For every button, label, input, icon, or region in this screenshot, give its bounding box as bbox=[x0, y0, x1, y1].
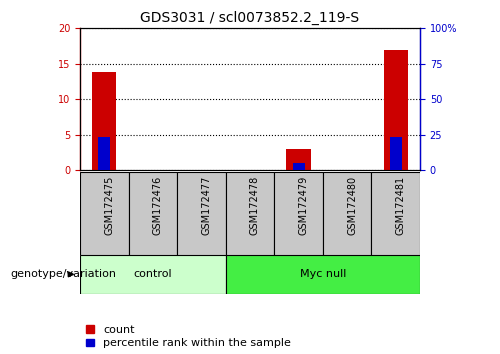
Bar bbox=[92, 72, 116, 170]
Text: GDS3031 / scl0073852.2_119-S: GDS3031 / scl0073852.2_119-S bbox=[140, 11, 360, 25]
Text: GSM172476: GSM172476 bbox=[153, 176, 163, 235]
Bar bbox=[226, 172, 274, 255]
Bar bbox=[80, 255, 226, 294]
Text: GSM172481: GSM172481 bbox=[396, 176, 406, 235]
Bar bbox=[177, 172, 226, 255]
Bar bbox=[390, 137, 402, 170]
Bar bbox=[128, 172, 177, 255]
Bar bbox=[286, 149, 310, 170]
Text: GSM172479: GSM172479 bbox=[298, 176, 308, 235]
Text: GSM172475: GSM172475 bbox=[104, 176, 115, 235]
Text: genotype/variation: genotype/variation bbox=[10, 269, 116, 279]
Text: GSM172478: GSM172478 bbox=[250, 176, 260, 235]
Text: control: control bbox=[134, 269, 172, 279]
Text: GSM172480: GSM172480 bbox=[347, 176, 357, 235]
Bar bbox=[292, 163, 304, 170]
Bar bbox=[226, 255, 420, 294]
Legend: count, percentile rank within the sample: count, percentile rank within the sample bbox=[86, 325, 291, 348]
Bar bbox=[372, 172, 420, 255]
Text: Myc null: Myc null bbox=[300, 269, 346, 279]
Bar bbox=[274, 172, 323, 255]
Bar bbox=[98, 137, 110, 170]
Bar bbox=[323, 172, 372, 255]
Bar bbox=[80, 172, 128, 255]
Bar bbox=[384, 50, 408, 170]
Text: GSM172477: GSM172477 bbox=[202, 176, 211, 235]
